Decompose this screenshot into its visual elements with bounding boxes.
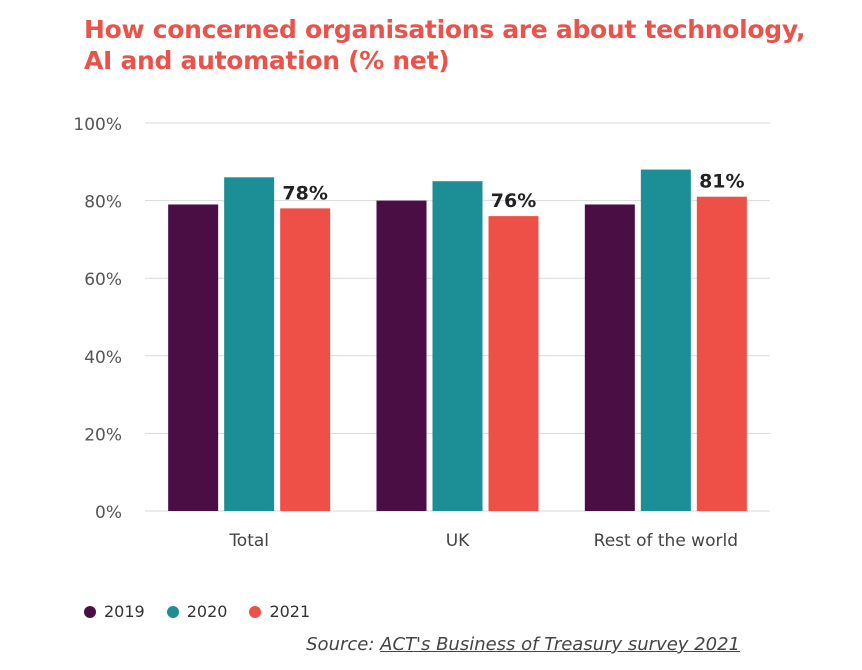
legend-label-2019: 2019 — [104, 602, 145, 621]
legend-label-2021: 2021 — [269, 602, 311, 621]
y-tick-label-20: 20% — [84, 425, 122, 445]
source-note: Source: ACT's Business of Treasury surve… — [306, 634, 740, 655]
y-tick-label-40: 40% — [84, 348, 122, 368]
y-axis-ticks: 0% 20% 40% 60% 80% 100% — [73, 115, 122, 523]
legend-item-2021: 2021 — [249, 602, 310, 621]
bar-2019-rest-of-the-world — [584, 204, 635, 512]
data-label-2021-uk: 76% — [491, 190, 536, 212]
legend-label-2020: 2020 — [186, 602, 228, 621]
y-tick-label-100: 100% — [73, 115, 122, 135]
legend-swatch-2021 — [249, 605, 262, 618]
y-tick-label-0: 0% — [95, 503, 122, 523]
data-label-2021-total: 78% — [282, 182, 327, 204]
chart-title-line-2: AI and automation (% net) — [84, 46, 450, 75]
legend-item-2020: 2020 — [166, 602, 228, 621]
legend-item-2019: 2019 — [84, 602, 145, 621]
bar-2020-total — [224, 177, 275, 511]
bar-2020-uk — [432, 181, 483, 511]
bar-2019-uk — [376, 200, 427, 511]
chart-title-line-1: How concerned organisations are about te… — [84, 15, 806, 44]
data-labels: 78% 76% 81% — [282, 171, 744, 212]
chart-title: How concerned organisations are about te… — [84, 14, 824, 76]
x-tick-label-uk: UK — [446, 531, 470, 551]
x-tick-label-rest-of-the-world: Rest of the world — [594, 531, 738, 551]
source-link[interactable]: ACT's Business of Treasury survey 2021 — [380, 634, 740, 655]
bar-2021-rest-of-the-world — [696, 196, 747, 511]
bar-2019-total — [168, 204, 219, 512]
y-tick-label-60: 60% — [84, 270, 122, 290]
x-axis-ticks: Total UK Rest of the world — [228, 531, 738, 551]
legend-swatch-2020 — [166, 605, 179, 618]
bars — [168, 169, 747, 512]
source-prefix: Source: — [306, 634, 381, 655]
bar-2020-rest-of-the-world — [640, 169, 691, 511]
data-label-2021-rest-of-the-world: 81% — [699, 171, 744, 193]
legend: 2019 2020 2021 — [84, 602, 310, 621]
legend-swatch-2019 — [84, 605, 96, 618]
y-tick-label-80: 80% — [84, 193, 122, 213]
x-tick-label-total: Total — [228, 531, 269, 551]
bar-2021-uk — [488, 216, 539, 511]
bar-2021-total — [280, 208, 331, 512]
